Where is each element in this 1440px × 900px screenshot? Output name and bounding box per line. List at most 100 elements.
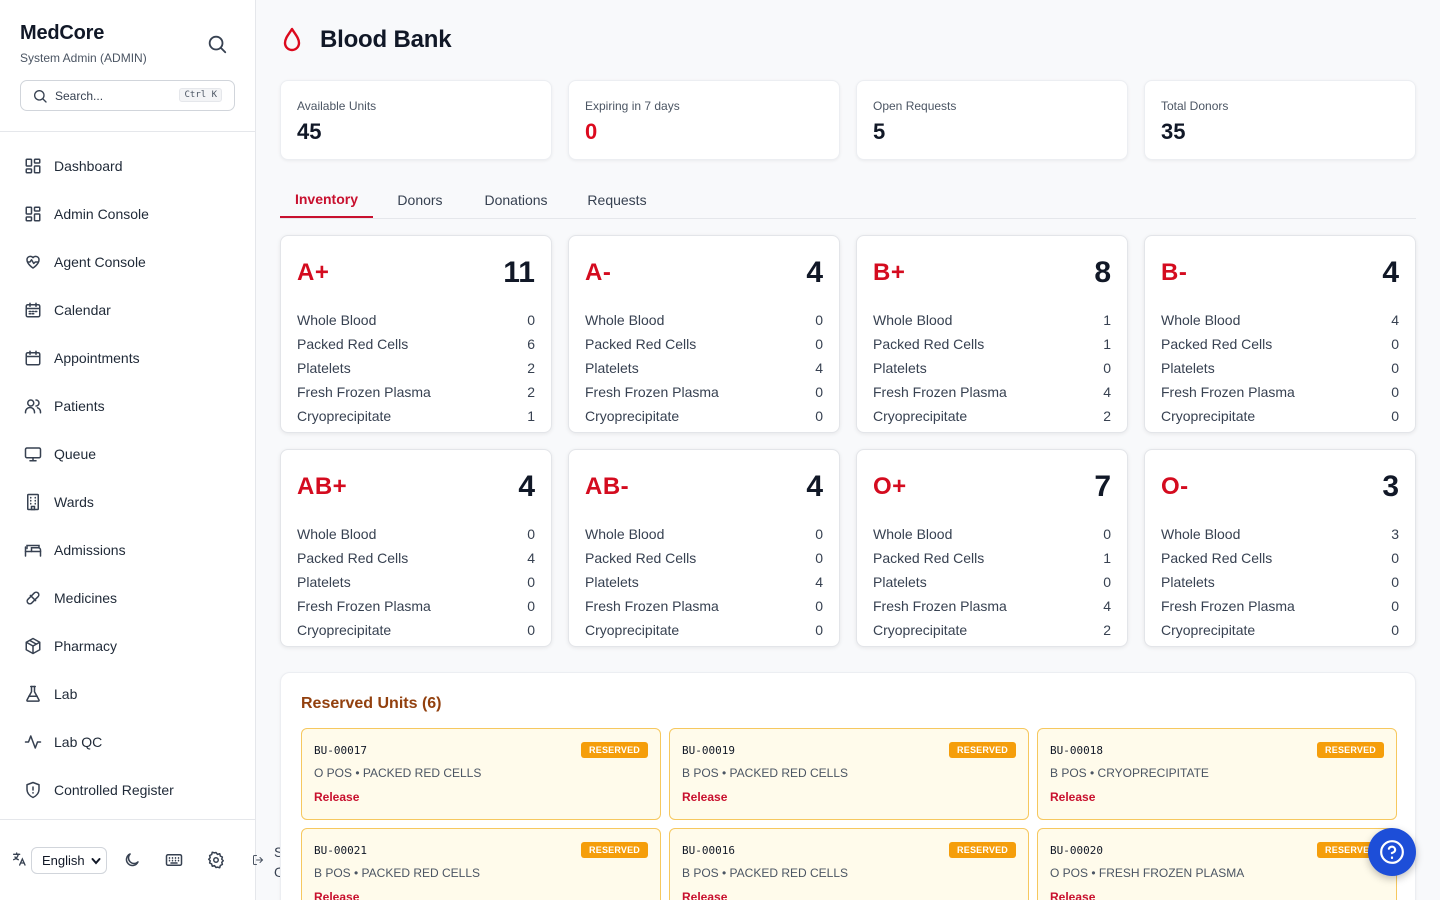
dashboard-icon (25, 158, 41, 174)
nav-item-dashboard[interactable]: Dashboard (0, 142, 256, 190)
language-select[interactable]: English (31, 847, 107, 874)
status-badge: RESERVED (581, 742, 648, 758)
component-label: Platelets (1161, 574, 1215, 590)
component-row: Fresh Frozen Plasma 0 (297, 594, 535, 618)
nav-label: Admin Console (54, 206, 149, 222)
stat-value: 5 (873, 119, 886, 144)
nav-item-patients[interactable]: Patients (0, 382, 256, 430)
nav-label: Appointments (54, 350, 140, 366)
component-row: Packed Red Cells 0 (585, 332, 823, 356)
component-row: Cryoprecipitate 0 (585, 618, 823, 642)
unit-description: B POS • PACKED RED CELLS (314, 866, 481, 880)
release-button[interactable]: Release (314, 890, 360, 900)
release-button[interactable]: Release (314, 790, 360, 804)
release-button[interactable]: Release (1050, 790, 1096, 804)
component-row: Whole Blood 3 (1161, 522, 1399, 546)
nav-item-pharmacy[interactable]: Pharmacy (0, 622, 256, 670)
nav-label: Agent Console (54, 254, 146, 270)
component-row: Cryoprecipitate 0 (1161, 618, 1399, 642)
component-label: Packed Red Cells (585, 550, 697, 566)
card-header: A+ 11 (297, 236, 535, 308)
component-count: 0 (527, 574, 535, 590)
component-count: 0 (1103, 526, 1111, 542)
tab-donors[interactable]: Donors (397, 191, 443, 208)
blood-total: 3 (1382, 470, 1399, 503)
component-count: 0 (1391, 408, 1399, 424)
release-button[interactable]: Release (682, 790, 728, 804)
component-label: Cryoprecipitate (585, 408, 680, 424)
nav-label: Lab (54, 686, 78, 702)
nav-item-admin-console[interactable]: Admin Console (0, 190, 256, 238)
component-row: Platelets 4 (585, 356, 823, 380)
release-button[interactable]: Release (1050, 890, 1096, 900)
nav-item-lab-qc[interactable]: Lab QC (0, 718, 256, 766)
tab-requests[interactable]: Requests (587, 191, 647, 208)
page-header: Blood Bank (280, 26, 452, 54)
blood-group-card: AB- 4 Whole Blood 0 Packed Red Cells 0 Platele… (568, 449, 840, 647)
component-row: Platelets 0 (873, 356, 1111, 380)
nav-item-lab[interactable]: Lab (0, 670, 256, 718)
nav-item-wards[interactable]: Wards (0, 478, 256, 526)
component-row: Whole Blood 4 (1161, 308, 1399, 332)
search-box[interactable]: Ctrl K (20, 80, 235, 111)
component-count: 4 (1103, 598, 1111, 614)
component-row: Packed Red Cells 6 (297, 332, 535, 356)
search-input[interactable] (55, 88, 175, 103)
component-row: Packed Red Cells 1 (873, 546, 1111, 570)
calendar-icon (25, 302, 41, 318)
bed-icon (24, 544, 42, 557)
release-button[interactable]: Release (682, 890, 728, 900)
reserved-unit-card: BU-00017 RESERVED O POS • PACKED RED CELLS… (301, 728, 661, 820)
keyboard-icon[interactable] (165, 851, 183, 869)
stat-total-donors: Total Donors 35 (1144, 80, 1416, 160)
blood-group-card: B+ 8 Whole Blood 1 Packed Red Cells 1 Platelet… (856, 235, 1128, 433)
search-icon[interactable] (206, 33, 228, 55)
nav-item-medicines[interactable]: Medicines (0, 574, 256, 622)
component-label: Cryoprecipitate (297, 622, 392, 638)
main-content: Blood Bank Available Units 45 Expiring i… (256, 0, 1440, 900)
component-label: Platelets (873, 360, 927, 376)
heart-pulse-icon (26, 255, 40, 269)
moon-icon[interactable] (123, 851, 141, 869)
component-count: 2 (527, 360, 535, 376)
stat-label: Open Requests (873, 99, 957, 113)
component-row: Fresh Frozen Plasma 0 (585, 380, 823, 404)
blood-total: 8 (1094, 256, 1111, 289)
nav-item-appointments[interactable]: Appointments (0, 334, 256, 382)
component-count: 4 (1103, 384, 1111, 400)
chevron-down-icon (91, 858, 101, 865)
stat-label: Total Donors (1161, 99, 1229, 113)
nav-item-admissions[interactable]: Admissions (0, 526, 256, 574)
gear-icon[interactable] (207, 851, 225, 869)
pill-icon (26, 591, 40, 605)
unit-id: BU-00019 (682, 744, 735, 757)
language-value: English (42, 853, 85, 868)
component-label: Packed Red Cells (1161, 336, 1273, 352)
blood-total: 11 (503, 256, 535, 289)
component-row: Cryoprecipitate 1 (297, 404, 535, 428)
sidebar: MedCore System Admin (ADMIN) Ctrl K Dash… (0, 0, 256, 900)
help-button[interactable] (1368, 828, 1416, 876)
tab-inventory[interactable]: Inventory (280, 181, 373, 218)
tab-donations[interactable]: Donations (484, 191, 548, 208)
component-label: Platelets (585, 574, 639, 590)
component-label: Whole Blood (873, 312, 953, 328)
nav-item-controlled-register[interactable]: Controlled Register (0, 766, 256, 814)
blood-type: O+ (873, 473, 907, 500)
component-row: Whole Blood 0 (297, 522, 535, 546)
component-row: Fresh Frozen Plasma 4 (873, 594, 1111, 618)
component-count: 0 (815, 336, 823, 352)
unit-description: B POS • PACKED RED CELLS (682, 866, 849, 880)
blood-total: 4 (806, 256, 823, 289)
component-count: 3 (1391, 526, 1399, 542)
reserved-unit-card: BU-00019 RESERVED B POS • PACKED RED CELLS… (669, 728, 1029, 820)
component-row: Platelets 0 (1161, 570, 1399, 594)
unit-id: BU-00018 (1050, 744, 1103, 757)
nav-item-calendar[interactable]: Calendar (0, 286, 256, 334)
component-label: Platelets (297, 360, 351, 376)
nav-item-agent-console[interactable]: Agent Console (0, 238, 256, 286)
nav-item-queue[interactable]: Queue (0, 430, 256, 478)
component-count: 4 (815, 360, 823, 376)
component-row: Fresh Frozen Plasma 4 (873, 380, 1111, 404)
card-header: O- 3 (1161, 450, 1399, 522)
